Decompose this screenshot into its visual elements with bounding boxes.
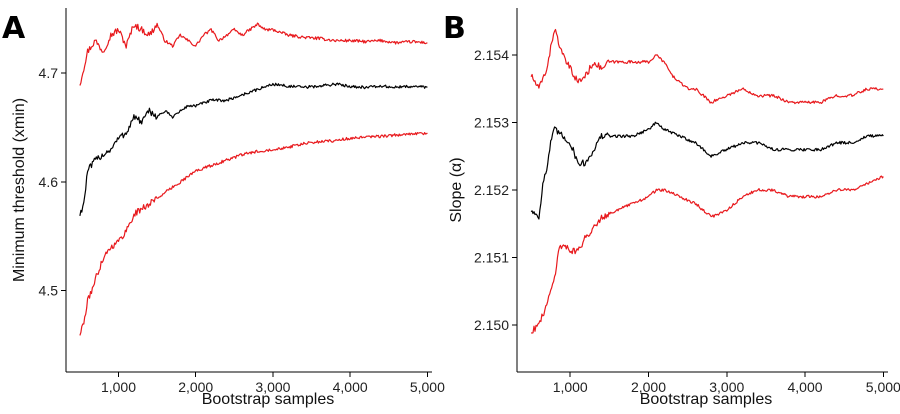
panel-b-x-ticks: 1,000 2,000 3,000 4,000 5,000 xyxy=(553,372,900,395)
panel-a-x-tick-label: 3,000 xyxy=(255,379,290,395)
panel-a-x-axis-title: Bootstrap samples xyxy=(202,391,335,408)
panel-a-x-tick-label: 4,000 xyxy=(333,379,368,395)
panel-b-y-tick-label: 2.154 xyxy=(474,47,509,63)
panel-b: B 1,000 2,000 3,000 4,000 5,000 2.1502.1512.… xyxy=(443,8,900,408)
panel-a-series-line-1 xyxy=(79,82,428,217)
panel-b-x-tick-label: 4,000 xyxy=(788,379,823,395)
panel-b-y-tick-label: 2.153 xyxy=(474,115,509,131)
panel-a-y-tick-label: 4.7 xyxy=(39,65,59,81)
panel-a-x-tick-label: 1,000 xyxy=(101,379,136,395)
panel-b-y-ticks: 2.150 2.151 2.152 2.153 2.154 xyxy=(474,47,517,333)
panel-b-y-tick-label: 2.151 xyxy=(474,249,509,265)
panel-b-y-tick-label: 2.150 xyxy=(474,317,509,333)
panel-a-letter: A xyxy=(2,11,26,46)
panel-b-x-tick-label: 1,000 xyxy=(553,379,588,395)
panel-b-x-tick-label: 2,000 xyxy=(631,379,666,395)
panel-a-x-tick-label: 5,000 xyxy=(410,379,445,395)
panel-b-x-tick-label: 5,000 xyxy=(866,379,900,395)
panel-a-series-line-2 xyxy=(79,132,428,336)
panel-a-y-axis-title: Minimum threshold (xmin) xyxy=(11,98,28,282)
panel-b-x-tick-label: 3,000 xyxy=(709,379,744,395)
panel-b-x-axis-title: Bootstrap samples xyxy=(640,391,773,408)
panel-a-x-tick-label: 2,000 xyxy=(178,379,213,395)
panel-a-y-ticks: 4.5 4.6 4.7 xyxy=(39,65,66,299)
panel-b-y-tick-label: 2.152 xyxy=(474,182,509,198)
panel-b-series-line-2 xyxy=(531,175,884,334)
panel-a-series xyxy=(79,22,428,336)
panel-b-series-line-1 xyxy=(530,121,884,220)
panel-b-series xyxy=(530,28,884,334)
panel-a: A 1,000 2,000 3,000 4,000 5,000 4.5 4.6 4.7 Bo… xyxy=(2,8,445,408)
panel-a-y-tick-label: 4.5 xyxy=(39,283,59,299)
panel-a-x-ticks: 1,000 2,000 3,000 4,000 5,000 xyxy=(101,372,445,395)
panel-b-y-axis-title: Slope (α) xyxy=(448,157,465,222)
panel-b-series-line-0 xyxy=(530,28,884,105)
panel-a-series-line-0 xyxy=(79,22,428,86)
panel-a-y-tick-label: 4.6 xyxy=(39,174,59,190)
panel-b-letter: B xyxy=(443,11,466,46)
